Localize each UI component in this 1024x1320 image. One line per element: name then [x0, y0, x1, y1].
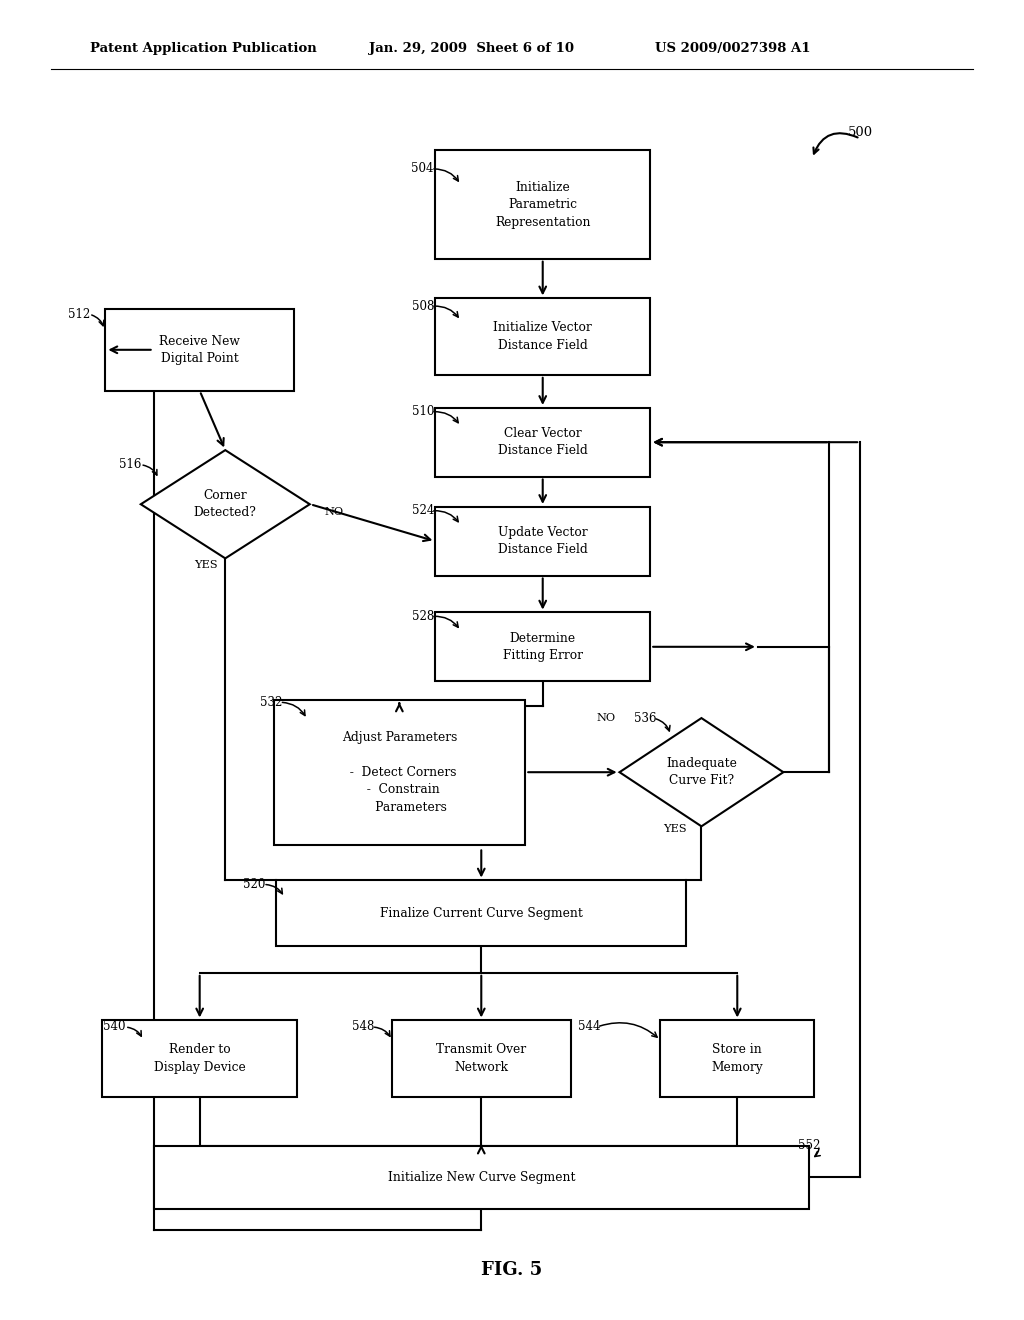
Text: Inadequate
Curve Fit?: Inadequate Curve Fit?	[666, 756, 737, 788]
Text: 504: 504	[411, 162, 433, 176]
Text: 520: 520	[243, 878, 265, 891]
Text: Patent Application Publication: Patent Application Publication	[90, 42, 316, 55]
Text: 540: 540	[103, 1020, 126, 1034]
Bar	[274, 700, 524, 845]
Bar	[435, 298, 650, 375]
Text: Render to
Display Device: Render to Display Device	[154, 1043, 246, 1074]
Text: Initialize
Parametric
Representation: Initialize Parametric Representation	[495, 181, 591, 228]
Text: Initialize Vector
Distance Field: Initialize Vector Distance Field	[494, 321, 592, 352]
Bar	[391, 1020, 570, 1097]
Text: Transmit Over
Network: Transmit Over Network	[436, 1043, 526, 1074]
Text: Store in
Memory: Store in Memory	[712, 1043, 763, 1074]
Text: 528: 528	[412, 610, 434, 623]
Text: 516: 516	[119, 458, 141, 471]
Text: Initialize New Curve Segment: Initialize New Curve Segment	[387, 1171, 575, 1184]
Text: Update Vector
Distance Field: Update Vector Distance Field	[498, 525, 588, 557]
Bar	[154, 1146, 809, 1209]
Text: 536: 536	[634, 711, 656, 725]
Text: 512: 512	[68, 308, 90, 321]
Polygon shape	[620, 718, 783, 826]
Bar	[276, 880, 686, 946]
Text: NO: NO	[325, 507, 344, 517]
Text: FIG. 5: FIG. 5	[481, 1261, 543, 1279]
Bar	[102, 1020, 297, 1097]
Text: 524: 524	[412, 504, 434, 517]
Text: Adjust Parameters

  -  Detect Corners
  -  Constrain
      Parameters: Adjust Parameters - Detect Corners - Con…	[342, 731, 457, 813]
Text: 508: 508	[412, 300, 434, 313]
Text: NO: NO	[596, 713, 615, 723]
Text: 510: 510	[412, 405, 434, 418]
Bar	[435, 408, 650, 477]
Bar	[435, 150, 650, 259]
Text: US 2009/0027398 A1: US 2009/0027398 A1	[655, 42, 811, 55]
Text: Corner
Detected?: Corner Detected?	[194, 488, 257, 520]
Bar	[660, 1020, 814, 1097]
Text: 552: 552	[798, 1139, 820, 1152]
Text: Determine
Fitting Error: Determine Fitting Error	[503, 631, 583, 663]
Text: Jan. 29, 2009  Sheet 6 of 10: Jan. 29, 2009 Sheet 6 of 10	[369, 42, 573, 55]
Polygon shape	[141, 450, 309, 558]
Text: 532: 532	[260, 696, 283, 709]
Bar	[435, 507, 650, 576]
Text: 544: 544	[578, 1020, 600, 1034]
Bar	[105, 309, 295, 391]
Text: YES: YES	[664, 824, 687, 834]
Text: Finalize Current Curve Segment: Finalize Current Curve Segment	[380, 907, 583, 920]
Text: 500: 500	[848, 125, 872, 139]
Bar	[435, 612, 650, 681]
Text: 548: 548	[352, 1020, 375, 1034]
Text: YES: YES	[195, 560, 218, 570]
Text: Clear Vector
Distance Field: Clear Vector Distance Field	[498, 426, 588, 458]
Text: Receive New
Digital Point: Receive New Digital Point	[160, 334, 240, 366]
